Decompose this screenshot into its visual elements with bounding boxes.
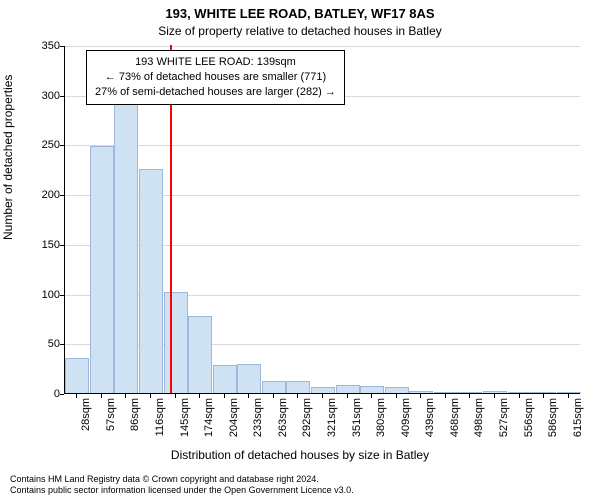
x-tick-label: 586sqm — [547, 398, 559, 442]
y-tick-label: 50 — [26, 338, 60, 350]
bar — [164, 292, 188, 393]
y-tick-mark — [60, 46, 64, 47]
x-tick-mark — [150, 394, 151, 398]
x-tick-mark — [297, 394, 298, 398]
x-axis-label: Distribution of detached houses by size … — [0, 448, 600, 462]
x-tick-label: 204sqm — [228, 398, 240, 442]
x-tick-label: 116sqm — [154, 398, 166, 442]
x-tick-mark — [420, 394, 421, 398]
x-tick-label: 292sqm — [301, 398, 313, 442]
x-tick-mark — [445, 394, 446, 398]
annotation-box: 193 WHITE LEE ROAD: 139sqm ← 73% of deta… — [86, 50, 345, 105]
x-tick-mark — [469, 394, 470, 398]
bar — [188, 316, 212, 393]
x-tick-mark — [175, 394, 176, 398]
bar — [532, 392, 556, 393]
x-tick-label: 233sqm — [252, 398, 264, 442]
x-tick-mark — [322, 394, 323, 398]
bar — [90, 146, 114, 393]
footer-text: Contains HM Land Registry data © Crown c… — [10, 474, 354, 497]
x-tick-mark — [248, 394, 249, 398]
x-tick-label: 498sqm — [473, 398, 485, 442]
x-tick-label: 263sqm — [277, 398, 289, 442]
x-tick-mark — [347, 394, 348, 398]
x-tick-label: 28sqm — [80, 398, 92, 442]
x-tick-label: 351sqm — [351, 398, 363, 442]
bar — [409, 391, 433, 393]
bar — [385, 387, 409, 393]
x-tick-mark — [199, 394, 200, 398]
bar — [139, 169, 163, 393]
y-tick-label: 100 — [26, 289, 60, 301]
y-tick-mark — [60, 145, 64, 146]
bar — [237, 364, 261, 393]
x-tick-label: 86sqm — [129, 398, 141, 442]
x-tick-label: 615sqm — [572, 398, 584, 442]
x-tick-mark — [273, 394, 274, 398]
y-tick-label: 300 — [26, 90, 60, 102]
bar — [483, 391, 507, 393]
x-tick-mark — [101, 394, 102, 398]
x-tick-mark — [224, 394, 225, 398]
y-tick-mark — [60, 96, 64, 97]
y-axis-label: Number of detached properties — [1, 75, 15, 240]
bar — [557, 392, 581, 393]
chart-title: 193, WHITE LEE ROAD, BATLEY, WF17 8AS — [0, 6, 600, 21]
bar — [336, 385, 360, 393]
x-tick-label: 380sqm — [375, 398, 387, 442]
x-tick-mark — [494, 394, 495, 398]
x-tick-label: 527sqm — [498, 398, 510, 442]
y-tick-mark — [60, 195, 64, 196]
annotation-line-2: ← 73% of detached houses are smaller (77… — [95, 70, 336, 85]
annotation-line-3: 27% of semi-detached houses are larger (… — [95, 85, 336, 100]
bar — [286, 381, 310, 393]
chart-container: 193, WHITE LEE ROAD, BATLEY, WF17 8AS Si… — [0, 0, 600, 500]
y-tick-label: 350 — [26, 40, 60, 52]
bar — [508, 392, 532, 393]
footer-line-1: Contains HM Land Registry data © Crown c… — [10, 474, 354, 485]
bar — [262, 381, 286, 393]
bar — [213, 365, 237, 393]
bar — [360, 386, 384, 393]
bar — [434, 392, 458, 393]
x-tick-mark — [371, 394, 372, 398]
y-tick-label: 200 — [26, 189, 60, 201]
x-tick-mark — [396, 394, 397, 398]
y-tick-label: 150 — [26, 239, 60, 251]
gridline — [65, 145, 580, 146]
y-tick-label: 0 — [26, 388, 60, 400]
bar — [114, 85, 138, 393]
x-tick-label: 57sqm — [105, 398, 117, 442]
x-tick-label: 174sqm — [203, 398, 215, 442]
x-tick-mark — [125, 394, 126, 398]
x-tick-mark — [519, 394, 520, 398]
bar — [311, 387, 335, 393]
x-tick-label: 321sqm — [326, 398, 338, 442]
bar — [65, 358, 89, 393]
y-tick-label: 250 — [26, 139, 60, 151]
bar — [458, 392, 482, 393]
y-tick-mark — [60, 394, 64, 395]
gridline — [65, 46, 580, 47]
chart-subtitle: Size of property relative to detached ho… — [0, 24, 600, 38]
y-tick-mark — [60, 295, 64, 296]
x-tick-label: 409sqm — [400, 398, 412, 442]
y-tick-mark — [60, 344, 64, 345]
x-tick-label: 556sqm — [523, 398, 535, 442]
x-tick-label: 145sqm — [179, 398, 191, 442]
x-tick-label: 468sqm — [449, 398, 461, 442]
x-tick-label: 439sqm — [424, 398, 436, 442]
footer-line-2: Contains public sector information licen… — [10, 485, 354, 496]
x-tick-mark — [76, 394, 77, 398]
y-tick-mark — [60, 245, 64, 246]
x-tick-mark — [568, 394, 569, 398]
annotation-line-1: 193 WHITE LEE ROAD: 139sqm — [95, 55, 336, 70]
x-tick-mark — [543, 394, 544, 398]
